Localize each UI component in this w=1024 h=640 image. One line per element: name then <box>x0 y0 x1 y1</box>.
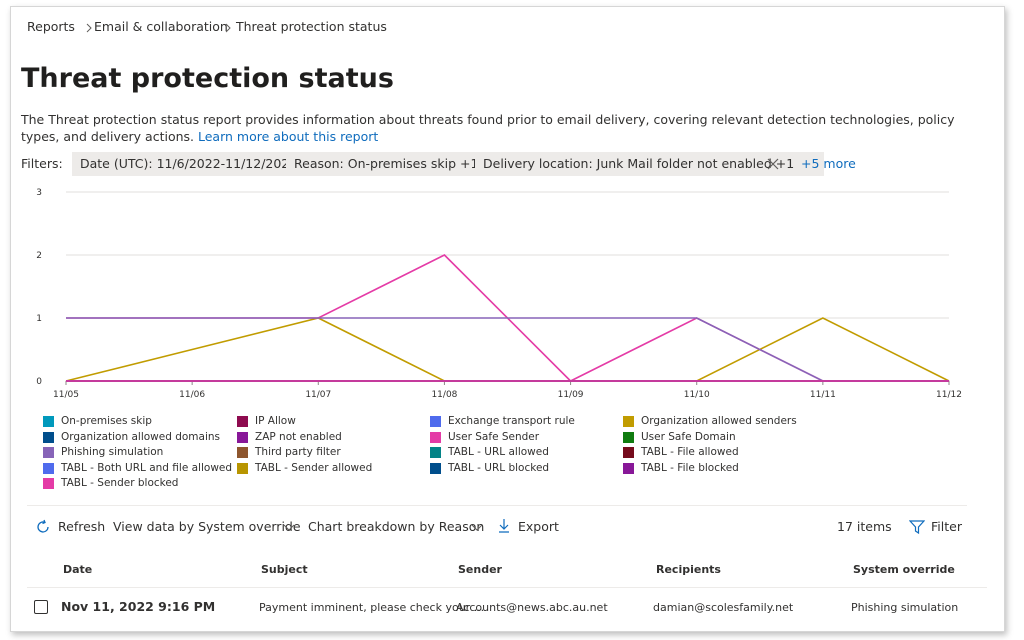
filter-pill[interactable]: Delivery location: Junk Mail folder not … <box>475 152 825 176</box>
legend-swatch <box>430 431 441 443</box>
cell[interactable]: Nov 11, 2022 9:16 PM <box>61 599 216 614</box>
row-checkbox[interactable] <box>34 600 48 614</box>
legend-swatch <box>430 416 441 427</box>
refresh-icon[interactable] <box>35 519 51 535</box>
export-icon[interactable] <box>497 518 511 534</box>
refresh-button[interactable]: Refresh <box>58 519 106 534</box>
export-button[interactable]: Export <box>518 519 559 534</box>
legend-swatch <box>623 447 634 458</box>
column-header[interactable]: Subject <box>261 563 308 576</box>
x-tick-label: 11/05 <box>53 390 79 400</box>
legend-label: TABL - Sender blocked <box>61 477 179 489</box>
series-line <box>65 317 950 382</box>
x-tick-label: 11/10 <box>684 390 710 400</box>
legend-label: User Safe Sender <box>448 430 540 443</box>
cell: Payment imminent, please check your ... <box>259 601 485 614</box>
y-tick-label: 1 <box>36 314 42 324</box>
legend-label: Organization allowed senders <box>641 415 797 427</box>
cell: Accounts@news.abc.au.net <box>456 601 608 614</box>
legend-label: Organization allowed domains <box>61 430 221 443</box>
legend-label: Third party filter <box>255 446 341 458</box>
legend-swatch <box>623 462 634 474</box>
legend-swatch <box>237 462 248 474</box>
legend-swatch <box>43 416 54 427</box>
chart: 0 1 2 3 11/05 11/06 11/07 11/08 11/09 11/10 11/11 1… <box>36 188 962 400</box>
filter-pill[interactable]: Date (UTC): 11/6/2022-11/12/2022 <box>72 152 306 176</box>
divider <box>27 587 987 588</box>
legend-label: TABL - Sender allowed <box>255 461 373 474</box>
filter-pill[interactable]: Reason: On-premises skip +16 <box>286 152 495 176</box>
legend-swatch <box>430 447 441 458</box>
legend-label: ZAP not enabled <box>255 430 342 443</box>
legend-swatch <box>43 431 54 443</box>
description: The Threat protection status report prov… <box>21 111 971 145</box>
breakdown-dropdown[interactable]: Chart breakdown by Reason <box>308 519 485 534</box>
column-header[interactable]: Date <box>63 563 93 576</box>
x-tick-label: 11/08 <box>431 390 457 400</box>
x-tick-label: 11/07 <box>305 390 331 400</box>
divider <box>27 505 967 506</box>
legend-swatch <box>430 462 441 474</box>
learn-more-link[interactable]: Learn more about this report <box>198 129 379 144</box>
legend-swatch <box>237 431 248 443</box>
chevron <box>225 23 231 33</box>
legend-label: User Safe Domain <box>641 430 736 443</box>
breadcrumb-link[interactable]: Email & collaboration <box>94 19 228 34</box>
legend-label: TABL - URL allowed <box>448 446 549 458</box>
dropdown-chevron <box>283 524 295 531</box>
legend-swatch <box>623 431 634 443</box>
legend-label: IP Allow <box>255 415 296 427</box>
x-tick-label: 11/06 <box>179 390 205 400</box>
legend-label: Phishing simulation <box>61 446 164 458</box>
breadcrumb-current: Threat protection status <box>236 19 387 34</box>
legend-swatch <box>623 416 634 427</box>
series-line <box>66 317 949 382</box>
item-count: 17 items <box>837 519 892 534</box>
view-by-dropdown[interactable]: View data by System override <box>113 519 301 534</box>
more-filters-link[interactable]: +5 more <box>801 156 856 171</box>
column-header[interactable]: Recipients <box>656 563 721 576</box>
remove-filter-icon[interactable] <box>766 157 780 171</box>
x-tick-label: 11/11 <box>810 390 836 400</box>
breadcrumb-link[interactable]: Reports <box>27 19 75 34</box>
cell: damian@scolesfamily.net <box>653 601 794 614</box>
filter-button[interactable]: Filter <box>931 519 962 534</box>
legend-label: Exchange transport rule <box>448 415 575 427</box>
description-text: The Threat protection status report prov… <box>21 112 955 144</box>
legend-label: TABL - File blocked <box>641 461 739 474</box>
legend-label: TABL - File allowed <box>641 446 739 458</box>
legend-swatch <box>43 462 54 474</box>
report-card: Reports Email & collaboration Threat pro… <box>10 6 1005 632</box>
legend-label: TABL - Both URL and file allowed <box>61 461 233 474</box>
legend-swatch <box>237 447 248 458</box>
legend-swatch <box>237 416 248 427</box>
legend-label: TABL - URL blocked <box>448 461 550 474</box>
y-tick-label: 2 <box>36 251 42 261</box>
dropdown-chevron <box>471 524 483 531</box>
y-tick-label: 0 <box>36 377 42 387</box>
filter-icon[interactable] <box>909 519 925 535</box>
filter-label: Filters: <box>21 156 63 171</box>
x-tick-label: 11/09 <box>558 390 584 400</box>
legend-swatch <box>43 447 54 458</box>
legend-swatch <box>43 478 54 489</box>
column-header[interactable]: Sender <box>458 563 502 576</box>
y-tick-label: 3 <box>36 188 42 198</box>
page-title: Threat protection status <box>21 63 394 94</box>
cell: Phishing simulation <box>851 601 959 614</box>
column-header[interactable]: System override <box>853 563 955 576</box>
chevron <box>86 23 92 33</box>
legend-label: On-premises skip <box>61 415 152 427</box>
x-tick-label: 11/12 <box>936 390 962 400</box>
